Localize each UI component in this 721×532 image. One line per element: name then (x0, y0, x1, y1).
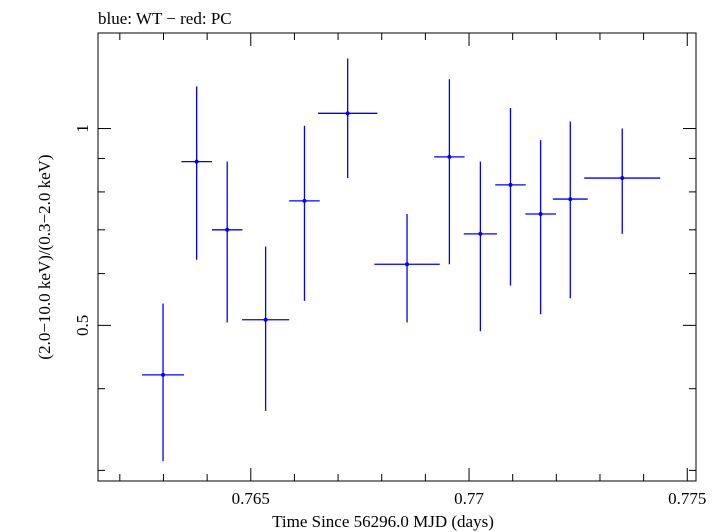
x-tick-label: 0.775 (668, 489, 706, 508)
y-tick-label: 1 (73, 124, 92, 133)
y-tick-label: 0.5 (73, 315, 92, 336)
point-marker (194, 159, 199, 164)
x-tick-label: 0.77 (454, 489, 484, 508)
data-point (211, 161, 243, 323)
y-axis-label: (2.0−10.0 keV)/(0.3−2.0 keV) (35, 154, 54, 359)
point-marker (405, 262, 410, 267)
data-point (289, 125, 320, 301)
data-point (181, 86, 212, 260)
point-marker (263, 317, 268, 322)
data-point (142, 303, 184, 462)
chart-title: blue: WT − red: PC (98, 9, 232, 28)
data-point (495, 108, 526, 286)
point-marker (161, 372, 166, 377)
x-tick-label: 0.765 (232, 489, 270, 508)
point-marker (538, 212, 543, 217)
point-marker (620, 176, 625, 181)
data-points (142, 58, 661, 462)
point-marker (345, 111, 350, 116)
point-marker (568, 197, 573, 202)
data-point (552, 121, 588, 299)
data-point (584, 128, 661, 234)
data-point (317, 58, 378, 179)
data-point (434, 79, 465, 265)
point-marker (225, 227, 230, 232)
point-marker (478, 231, 483, 236)
point-marker (508, 182, 513, 187)
plot-frame (97, 32, 697, 482)
point-marker (447, 154, 452, 159)
axis-ticks (98, 33, 696, 481)
axis-tick-labels: 0.765 0.77 0.775 0.5 1 (73, 124, 706, 508)
data-point (525, 140, 556, 315)
x-axis-label: Time Since 56296.0 MJD (days) (272, 512, 494, 531)
data-point (463, 161, 497, 332)
data-point (374, 214, 440, 323)
data-point (242, 246, 290, 411)
point-marker (302, 198, 307, 203)
